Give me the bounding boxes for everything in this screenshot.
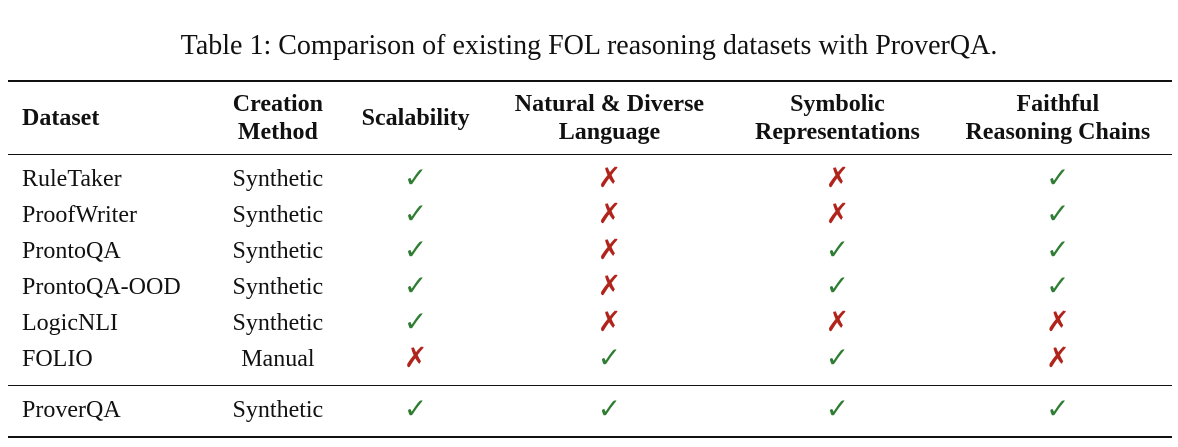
mark-cell: ✓: [944, 155, 1172, 198]
col-header-dataset: Dataset: [22, 105, 100, 131]
check-mark-icon: ✓: [1046, 161, 1070, 194]
check-mark-icon: ✓: [403, 269, 428, 302]
mark-cell: ✓: [488, 386, 731, 438]
table-caption: Table 1: Comparison of existing FOL reas…: [180, 30, 998, 61]
mark-cell: ✓: [344, 233, 488, 269]
mark-cell: ✗: [731, 197, 944, 233]
mark-cell: ✓: [344, 269, 488, 305]
mark-cell: ✗: [944, 341, 1172, 386]
col-header-symbolic-representations: Symbolic Representations: [754, 91, 920, 145]
check-mark-icon: ✓: [1046, 269, 1070, 302]
cross-mark-icon: ✗: [597, 197, 622, 230]
mark-cell: ✓: [731, 233, 944, 269]
mark-cell: ✓: [344, 305, 488, 341]
check-mark-icon: ✓: [403, 305, 428, 338]
mark-cell: ✓: [344, 197, 488, 233]
cross-mark-icon: ✗: [597, 305, 622, 338]
check-mark-icon: ✓: [1046, 392, 1070, 425]
table-row: ProverQA Synthetic ✓ ✓ ✓ ✓: [8, 385, 1172, 438]
comparison-table: Dataset Creation Method Scalability Natur…: [8, 80, 1172, 438]
mark-cell: ✗: [731, 305, 944, 341]
creation-method-cell: Synthetic: [232, 309, 324, 336]
mark-cell: ✗: [488, 305, 731, 341]
col-header-scalability: Scalability: [361, 105, 470, 131]
check-mark-icon: ✓: [1046, 233, 1070, 266]
cross-mark-icon: ✗: [597, 161, 622, 194]
table-row: RuleTaker Synthetic ✓ ✗ ✗ ✓: [8, 155, 1172, 198]
dataset-name-cell: ProverQA: [22, 396, 121, 423]
table-row: ProofWriter Synthetic ✓ ✗ ✗ ✓: [8, 197, 1172, 233]
check-mark-icon: ✓: [403, 197, 428, 230]
cross-mark-icon: ✗: [1046, 341, 1070, 374]
check-mark-icon: ✓: [825, 233, 850, 266]
cross-mark-icon: ✗: [825, 161, 850, 194]
cross-mark-icon: ✗: [597, 269, 622, 302]
mark-cell: ✗: [488, 197, 731, 233]
mark-cell: ✓: [731, 386, 944, 438]
mark-cell: ✓: [731, 269, 944, 305]
dataset-name-cell: ProntoQA-OOD: [22, 273, 181, 300]
table-row: LogicNLI Synthetic ✓ ✗ ✗ ✗: [8, 305, 1172, 341]
table-body: RuleTaker Synthetic ✓ ✗ ✗ ✓ ProofWriter Synthet…: [8, 155, 1172, 386]
cross-mark-icon: ✗: [825, 305, 850, 338]
mark-cell: ✓: [344, 386, 488, 438]
mark-cell: ✗: [488, 233, 731, 269]
check-mark-icon: ✓: [597, 392, 622, 425]
col-header-natural-diverse-language: Natural & Diverse Language: [514, 91, 705, 145]
dataset-name-cell: RuleTaker: [22, 165, 122, 192]
dataset-name-cell: LogicNLI: [22, 309, 118, 336]
mark-cell: ✓: [944, 197, 1172, 233]
creation-method-cell: Synthetic: [232, 237, 324, 264]
mark-cell: ✗: [488, 269, 731, 305]
check-mark-icon: ✓: [1046, 197, 1070, 230]
mark-cell: ✓: [731, 341, 944, 386]
mark-cell: ✗: [488, 155, 731, 198]
creation-method-cell: Synthetic: [232, 165, 324, 192]
creation-method-cell: Synthetic: [232, 273, 324, 300]
table-row: FOLIO Manual ✗ ✓ ✓ ✗: [8, 341, 1172, 386]
table-row: ProntoQA Synthetic ✓ ✗ ✓ ✓: [8, 233, 1172, 269]
check-mark-icon: ✓: [597, 341, 622, 374]
dataset-name-cell: FOLIO: [22, 345, 93, 372]
mark-cell: ✗: [944, 305, 1172, 341]
mark-cell: ✓: [488, 341, 731, 386]
check-mark-icon: ✓: [825, 269, 850, 302]
table-row: ProntoQA-OOD Synthetic ✓ ✗ ✓ ✓: [8, 269, 1172, 305]
cross-mark-icon: ✗: [597, 233, 622, 266]
check-mark-icon: ✓: [403, 392, 428, 425]
col-header-creation-method: Creation Method: [232, 91, 323, 145]
creation-method-cell: Synthetic: [232, 201, 324, 228]
mark-cell: ✓: [944, 269, 1172, 305]
check-mark-icon: ✓: [825, 392, 850, 425]
mark-cell: ✓: [344, 155, 488, 198]
dataset-name-cell: ProofWriter: [22, 201, 137, 228]
creation-method-cell: Manual: [241, 345, 315, 372]
mark-cell: ✓: [944, 233, 1172, 269]
dataset-name-cell: ProntoQA: [22, 237, 121, 264]
mark-cell: ✓: [944, 386, 1172, 438]
cross-mark-icon: ✗: [403, 341, 428, 374]
header-row: Dataset Creation Method Scalability Natur…: [8, 81, 1172, 155]
cross-mark-icon: ✗: [825, 197, 850, 230]
mark-cell: ✗: [344, 341, 488, 386]
check-mark-icon: ✓: [403, 161, 428, 194]
proposed-dataset-row-group: ProverQA Synthetic ✓ ✓ ✓ ✓: [8, 385, 1172, 438]
col-header-faithful-reasoning-chains: Faithful Reasoning Chains: [965, 91, 1151, 145]
cross-mark-icon: ✗: [1046, 305, 1070, 338]
check-mark-icon: ✓: [825, 341, 850, 374]
mark-cell: ✗: [731, 155, 944, 198]
creation-method-cell: Synthetic: [232, 396, 324, 423]
check-mark-icon: ✓: [403, 233, 428, 266]
